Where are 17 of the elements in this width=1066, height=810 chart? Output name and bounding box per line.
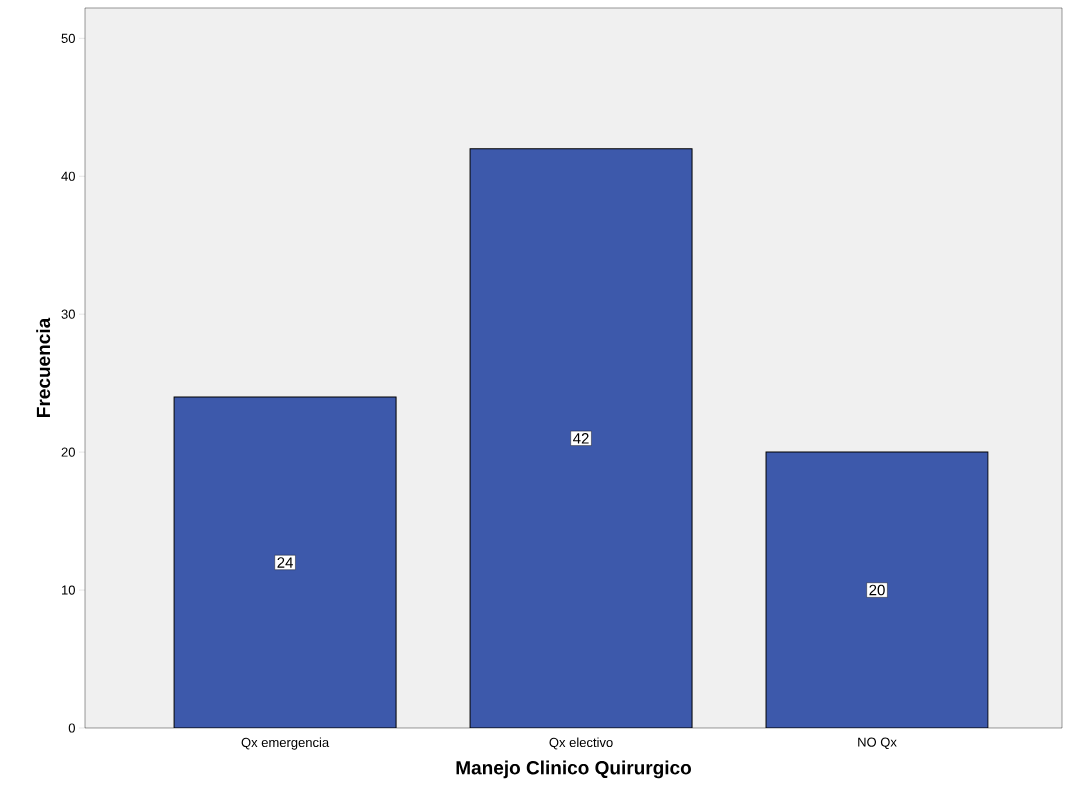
data-label: 42 bbox=[573, 433, 589, 444]
data-label: 24 bbox=[277, 557, 293, 568]
y-tick-label: 50 bbox=[61, 33, 75, 43]
bar bbox=[469, 148, 693, 728]
x-tick-label: Qx electivo bbox=[549, 737, 613, 750]
x-tick-label: NO Qx bbox=[858, 737, 897, 750]
y-tick-label: 10 bbox=[62, 585, 75, 595]
y-tick-label: 20 bbox=[61, 447, 75, 457]
y-tick-label: 40 bbox=[61, 171, 75, 181]
x-tick-label: Qx emergencia bbox=[241, 737, 330, 750]
bar bbox=[765, 451, 989, 728]
y-axis-title: Frecuencia bbox=[36, 317, 51, 417]
bar bbox=[173, 396, 397, 728]
x-axis-title: Manejo Clinico Quirurgico bbox=[456, 760, 691, 779]
y-tick-label: 30 bbox=[61, 309, 75, 319]
y-tick-label: 0 bbox=[68, 723, 75, 733]
data-label: 20 bbox=[869, 584, 885, 596]
